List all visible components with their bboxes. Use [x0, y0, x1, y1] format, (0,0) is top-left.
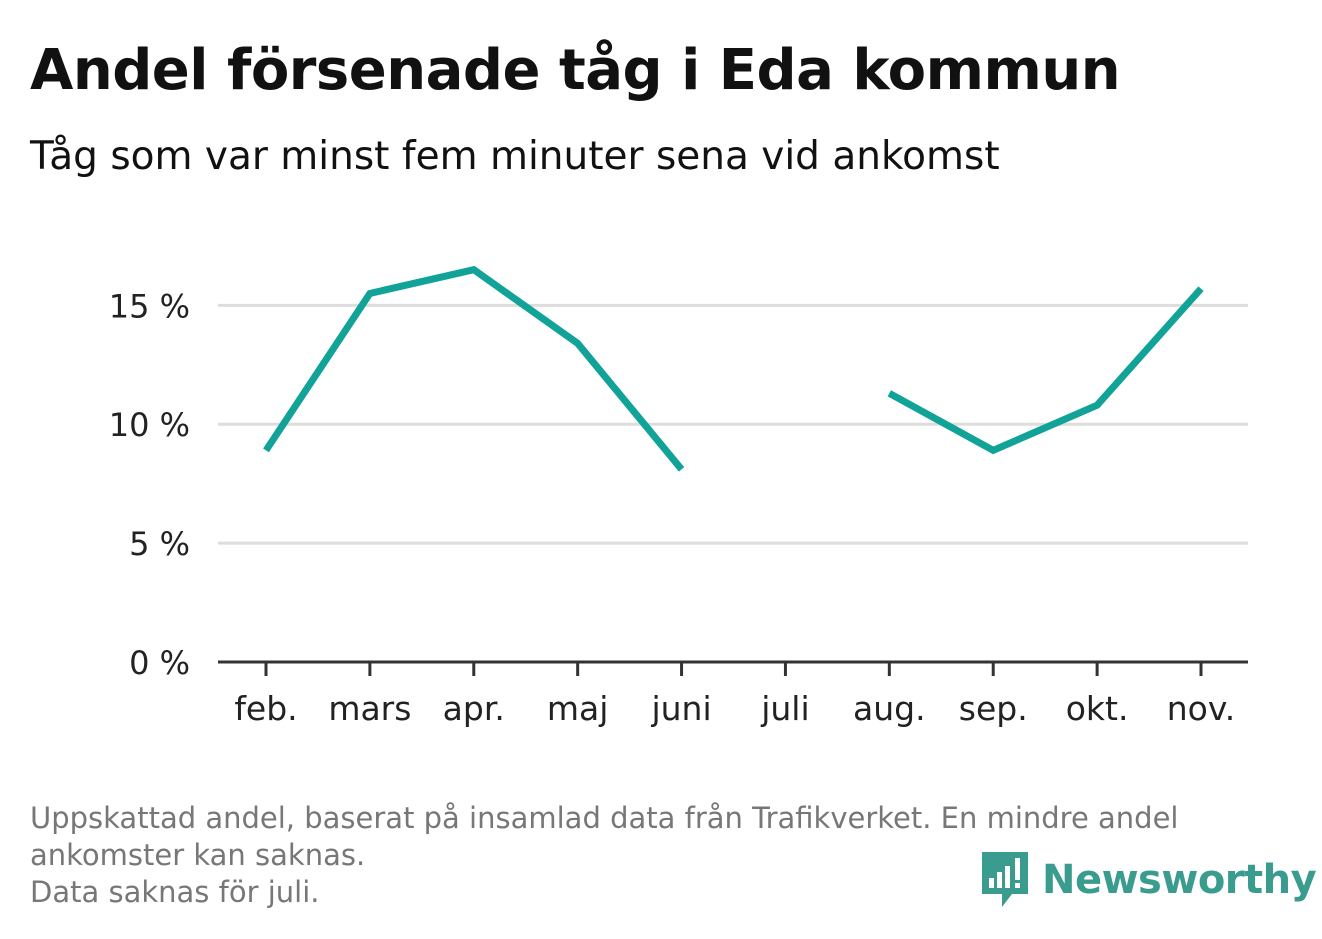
x-tick-label: juli: [760, 689, 809, 728]
x-tick-label: aug.: [853, 689, 926, 728]
footnote-line-3: Data saknas för juli.: [30, 875, 320, 909]
x-axis: feb. mars apr. maj juni juli aug. sep. okt. nov.: [218, 660, 1248, 728]
line-chart: 0 % 5 % 10 % 15 % feb. mars apr. maj juni juli au…: [109, 265, 1248, 728]
chart-subtitle: Tåg som var minst fem minuter sena vid a…: [30, 134, 1000, 179]
footnote-line-1: Uppskattad andel, baserat på insamlad da…: [30, 801, 1179, 835]
series-line-segment: [263, 265, 685, 472]
y-tick-label: 10 %: [109, 406, 190, 444]
series-lines: [263, 265, 1204, 472]
x-tick-label: mars: [328, 689, 411, 728]
y-tick-label: 5 %: [129, 525, 190, 563]
newsworthy-logo-icon: [982, 852, 1028, 907]
x-tick-label: okt.: [1066, 689, 1129, 728]
y-axis-ticks: 0 % 5 % 10 % 15 %: [109, 287, 190, 682]
brand-name: Newsworthy: [1042, 857, 1317, 903]
grid-lines: [218, 303, 1248, 545]
x-tick-label: apr.: [443, 689, 505, 728]
x-tick-label: feb.: [234, 689, 297, 728]
chart-title: Andel försenade tåg i Eda kommun: [30, 38, 1121, 103]
x-tick-label: juni: [650, 689, 711, 728]
brand-logo: Newsworthy: [980, 850, 1317, 910]
series-line-segment: [887, 286, 1204, 455]
footnote-line-2: ankomster kan saknas.: [30, 838, 366, 872]
y-tick-label: 0 %: [129, 644, 190, 682]
x-tick-label: nov.: [1167, 689, 1236, 728]
y-tick-label: 15 %: [109, 287, 190, 325]
x-tick-label: maj: [547, 689, 609, 728]
footnote: Uppskattad andel, baserat på insamlad da…: [30, 800, 1290, 911]
x-tick-label: sep.: [959, 689, 1028, 728]
